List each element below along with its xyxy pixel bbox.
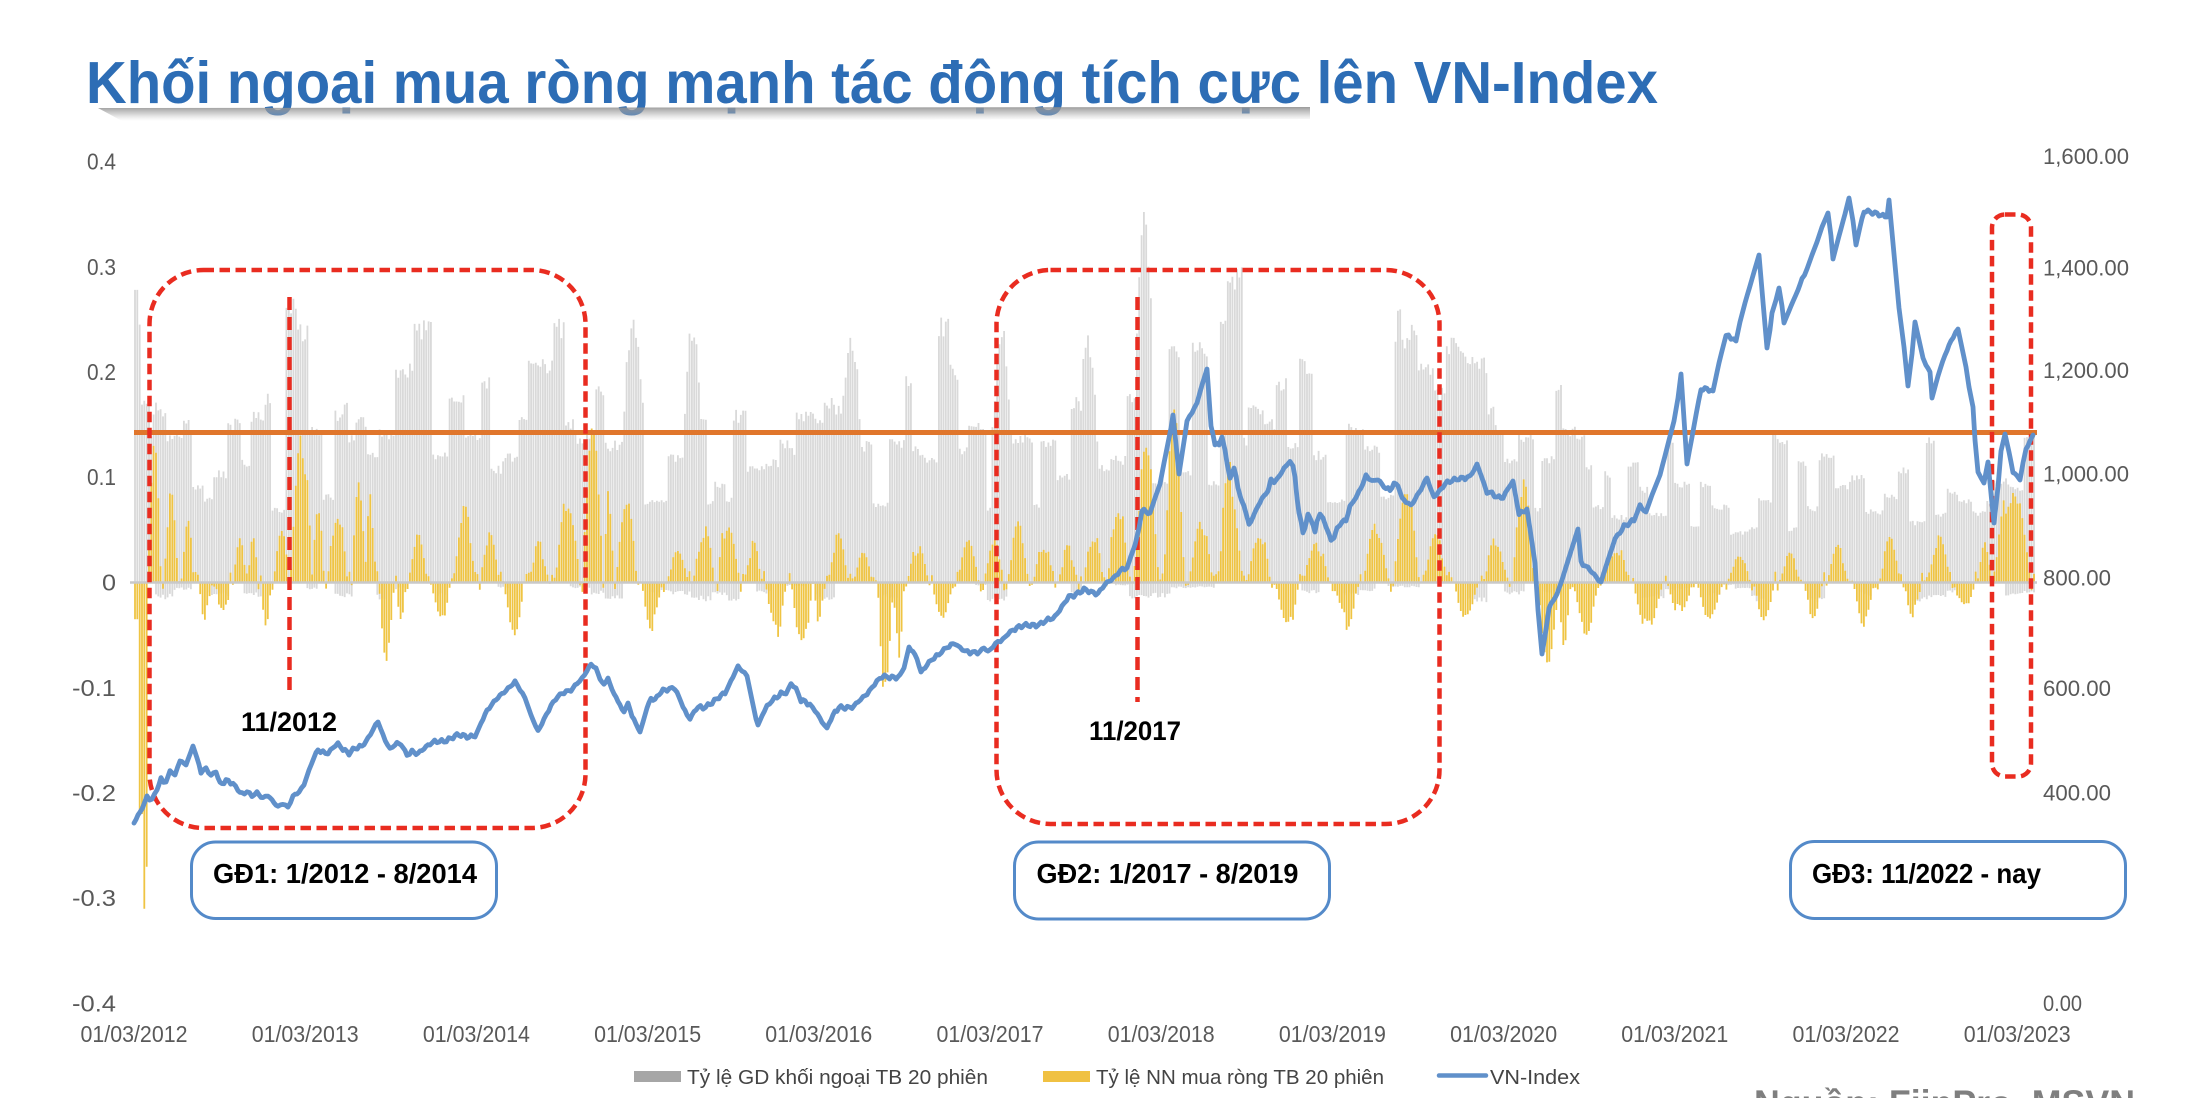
svg-text:-0.2: -0.2 <box>72 780 116 806</box>
svg-text:11/2017: 11/2017 <box>1089 716 1181 746</box>
svg-text:01/03/2018: 01/03/2018 <box>1108 1021 1215 1047</box>
svg-text:600.00: 600.00 <box>2043 676 2111 701</box>
svg-text:01/03/2016: 01/03/2016 <box>765 1021 872 1047</box>
svg-text:0.3: 0.3 <box>87 254 116 280</box>
svg-text:1,000.00: 1,000.00 <box>2043 462 2129 487</box>
svg-text:GĐ1: 1/2012 - 8/2014: GĐ1: 1/2012 - 8/2014 <box>213 858 477 889</box>
svg-text:800.00: 800.00 <box>2043 566 2111 591</box>
svg-text:-0.1: -0.1 <box>72 675 116 701</box>
svg-text:Tỷ lệ GD khối ngoại TB 20 phiê: Tỷ lệ GD khối ngoại TB 20 phiên <box>687 1066 988 1089</box>
svg-text:01/03/2012: 01/03/2012 <box>81 1021 188 1047</box>
svg-text:-0.3: -0.3 <box>72 885 116 911</box>
svg-text:01/03/2013: 01/03/2013 <box>252 1021 359 1047</box>
svg-text:01/03/2020: 01/03/2020 <box>1450 1021 1557 1047</box>
svg-text:1,400.00: 1,400.00 <box>2043 256 2129 281</box>
svg-text:GĐ2: 1/2017 - 8/2019: GĐ2: 1/2017 - 8/2019 <box>1037 858 1299 889</box>
svg-text:0.4: 0.4 <box>87 149 116 175</box>
svg-text:Nguồn: FiinPro, MSVN: Nguồn: FiinPro, MSVN <box>1754 1083 2135 1098</box>
svg-text:VN-Index: VN-Index <box>1490 1066 1581 1089</box>
svg-text:01/03/2015: 01/03/2015 <box>594 1021 701 1047</box>
svg-text:1,600.00: 1,600.00 <box>2043 144 2129 169</box>
svg-text:01/03/2017: 01/03/2017 <box>937 1021 1044 1047</box>
svg-text:01/03/2021: 01/03/2021 <box>1621 1021 1728 1047</box>
svg-text:0.2: 0.2 <box>87 359 116 385</box>
svg-text:0.1: 0.1 <box>87 464 116 490</box>
svg-text:11/2012: 11/2012 <box>241 707 337 737</box>
svg-text:GĐ3: 11/2022 - nay: GĐ3: 11/2022 - nay <box>1812 858 2041 889</box>
svg-text:01/03/2022: 01/03/2022 <box>1793 1021 1900 1047</box>
svg-text:0.00: 0.00 <box>2043 991 2082 1016</box>
svg-text:Tỷ lệ NN mua ròng TB 20 phiên: Tỷ lệ NN mua ròng TB 20 phiên <box>1096 1066 1384 1089</box>
svg-text:Khối ngoại mua ròng mạnh tác đ: Khối ngoại mua ròng mạnh tác động tích c… <box>86 50 1658 116</box>
svg-text:-0.4: -0.4 <box>72 991 116 1017</box>
svg-text:01/03/2023: 01/03/2023 <box>1964 1021 2071 1047</box>
svg-text:400.00: 400.00 <box>2043 781 2111 806</box>
svg-text:0: 0 <box>102 570 116 596</box>
svg-text:01/03/2019: 01/03/2019 <box>1279 1021 1386 1047</box>
svg-text:1,200.00: 1,200.00 <box>2043 358 2129 383</box>
svg-text:01/03/2014: 01/03/2014 <box>423 1021 530 1047</box>
